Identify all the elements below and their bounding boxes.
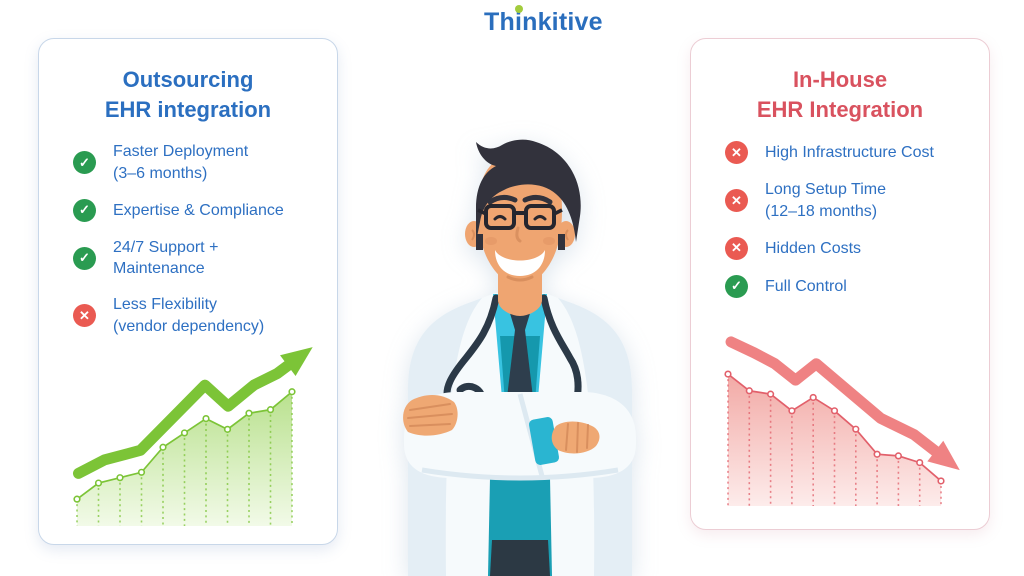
check-icon: ✓ — [725, 274, 748, 298]
thinkitive-logo: Th i nkitive — [484, 5, 603, 37]
doctor-illustration — [403, 139, 636, 576]
list-item-label: Expertise & Compliance — [113, 201, 284, 219]
inhouse-title-line1: In-House — [792, 67, 888, 92]
outsourcing-title-line2: EHR integration — [104, 96, 272, 122]
list-item: ✕ Long Setup Time (12–18 months) — [725, 179, 975, 222]
right-hand — [551, 421, 600, 454]
hair — [476, 139, 581, 242]
outsourcing-items: ✓ Faster Deployment (3–6 months) ✓ Expert… — [39, 141, 337, 337]
inhouse-card-title: In-House EHR Integration — [691, 65, 989, 124]
cross-icon: ✕ — [725, 141, 748, 165]
list-item: ✕ High Infrastructure Cost — [725, 141, 975, 165]
inhouse-card: In-House EHR Integration ✕ High Infrastr… — [690, 38, 990, 530]
check-icon: ✓ — [73, 198, 96, 222]
list-item-label: Long Setup Time (12–18 months) — [765, 181, 886, 220]
outsourcing-trend-chart — [72, 347, 313, 526]
cross-icon: ✕ — [725, 189, 748, 213]
list-item-label: Full Control — [765, 277, 847, 295]
check-icon: ✓ — [73, 246, 96, 270]
outsourcing-card: Outsourcing EHR integration ✓ Faster Dep… — [38, 38, 338, 545]
list-item: ✕ Hidden Costs — [725, 236, 975, 260]
list-item-label: 24/7 Support + Maintenance — [113, 238, 219, 278]
list-item: ✓ Expertise & Compliance — [73, 198, 323, 222]
logo-text-part3: nkitive — [522, 8, 603, 36]
check-icon: ✓ — [73, 151, 96, 175]
glasses-icon — [477, 204, 563, 230]
outsourcing-title-line1: Outsourcing — [122, 67, 254, 92]
list-item: ✕ Less Flexibility (vendor dependency) — [73, 294, 323, 337]
logo-green-dot-icon — [514, 5, 523, 13]
list-item-label: Faster Deployment (3–6 months) — [113, 143, 249, 182]
sleeve-cuff — [528, 417, 560, 465]
inhouse-items: ✕ High Infrastructure Cost ✕ Long Setup … — [691, 141, 989, 298]
list-item-label: High Infrastructure Cost — [765, 144, 934, 162]
crossed-arms — [404, 392, 636, 478]
list-item-label: Less Flexibility (vendor dependency) — [113, 296, 265, 335]
outsourcing-card-title: Outsourcing EHR integration — [39, 65, 337, 124]
list-item: ✓ 24/7 Support + Maintenance — [73, 237, 323, 280]
inhouse-title-line2: EHR Integration — [756, 96, 924, 122]
smile — [495, 250, 545, 276]
cross-icon: ✕ — [73, 304, 96, 328]
list-item: ✓ Full Control — [725, 274, 975, 298]
logo-text-part1: Th — [484, 8, 515, 36]
list-item: ✓ Faster Deployment (3–6 months) — [73, 141, 323, 184]
pants — [490, 540, 550, 576]
cross-icon: ✕ — [725, 236, 748, 260]
inhouse-trend-chart — [724, 336, 960, 506]
list-item-label: Hidden Costs — [765, 239, 862, 257]
logo-text-part2: i — [514, 5, 523, 37]
